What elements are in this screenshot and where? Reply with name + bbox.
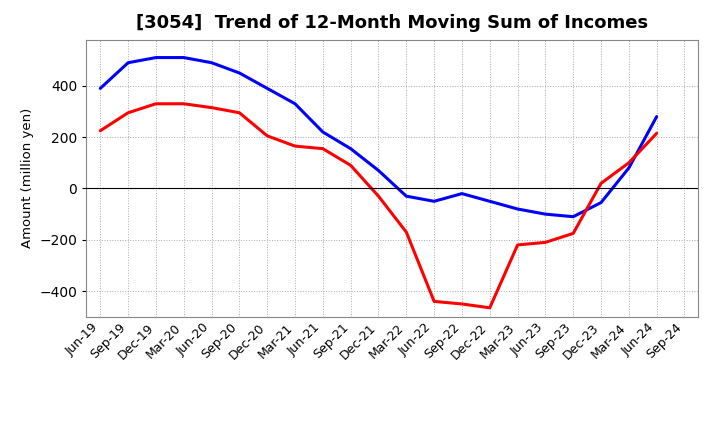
Ordinary Income — [179, 55, 188, 60]
Net Income — [263, 133, 271, 139]
Ordinary Income — [541, 212, 550, 217]
Ordinary Income — [124, 60, 132, 65]
Ordinary Income — [318, 129, 327, 135]
Net Income — [291, 143, 300, 149]
Net Income — [458, 301, 467, 307]
Net Income — [597, 181, 606, 186]
Ordinary Income — [263, 86, 271, 91]
Title: [3054]  Trend of 12-Month Moving Sum of Incomes: [3054] Trend of 12-Month Moving Sum of I… — [136, 15, 649, 33]
Net Income — [569, 231, 577, 236]
Line: Net Income: Net Income — [100, 104, 657, 308]
Ordinary Income — [96, 86, 104, 91]
Net Income — [374, 194, 383, 199]
Net Income — [152, 101, 161, 106]
Ordinary Income — [291, 101, 300, 106]
Net Income — [96, 128, 104, 133]
Ordinary Income — [458, 191, 467, 196]
Net Income — [430, 299, 438, 304]
Net Income — [624, 160, 633, 165]
Net Income — [402, 230, 410, 235]
Net Income — [541, 240, 550, 245]
Ordinary Income — [346, 146, 355, 151]
Ordinary Income — [430, 199, 438, 204]
Net Income — [235, 110, 243, 115]
Ordinary Income — [569, 214, 577, 220]
Net Income — [318, 146, 327, 151]
Ordinary Income — [402, 194, 410, 199]
Ordinary Income — [597, 200, 606, 205]
Ordinary Income — [513, 206, 522, 212]
Line: Ordinary Income: Ordinary Income — [100, 58, 657, 217]
Net Income — [346, 163, 355, 168]
Y-axis label: Amount (million yen): Amount (million yen) — [21, 108, 34, 248]
Net Income — [207, 105, 216, 110]
Ordinary Income — [235, 70, 243, 76]
Ordinary Income — [207, 60, 216, 65]
Net Income — [124, 110, 132, 115]
Ordinary Income — [624, 165, 633, 171]
Net Income — [179, 101, 188, 106]
Net Income — [485, 305, 494, 311]
Ordinary Income — [485, 199, 494, 204]
Ordinary Income — [374, 168, 383, 173]
Ordinary Income — [652, 114, 661, 119]
Ordinary Income — [152, 55, 161, 60]
Net Income — [652, 131, 661, 136]
Net Income — [513, 242, 522, 248]
